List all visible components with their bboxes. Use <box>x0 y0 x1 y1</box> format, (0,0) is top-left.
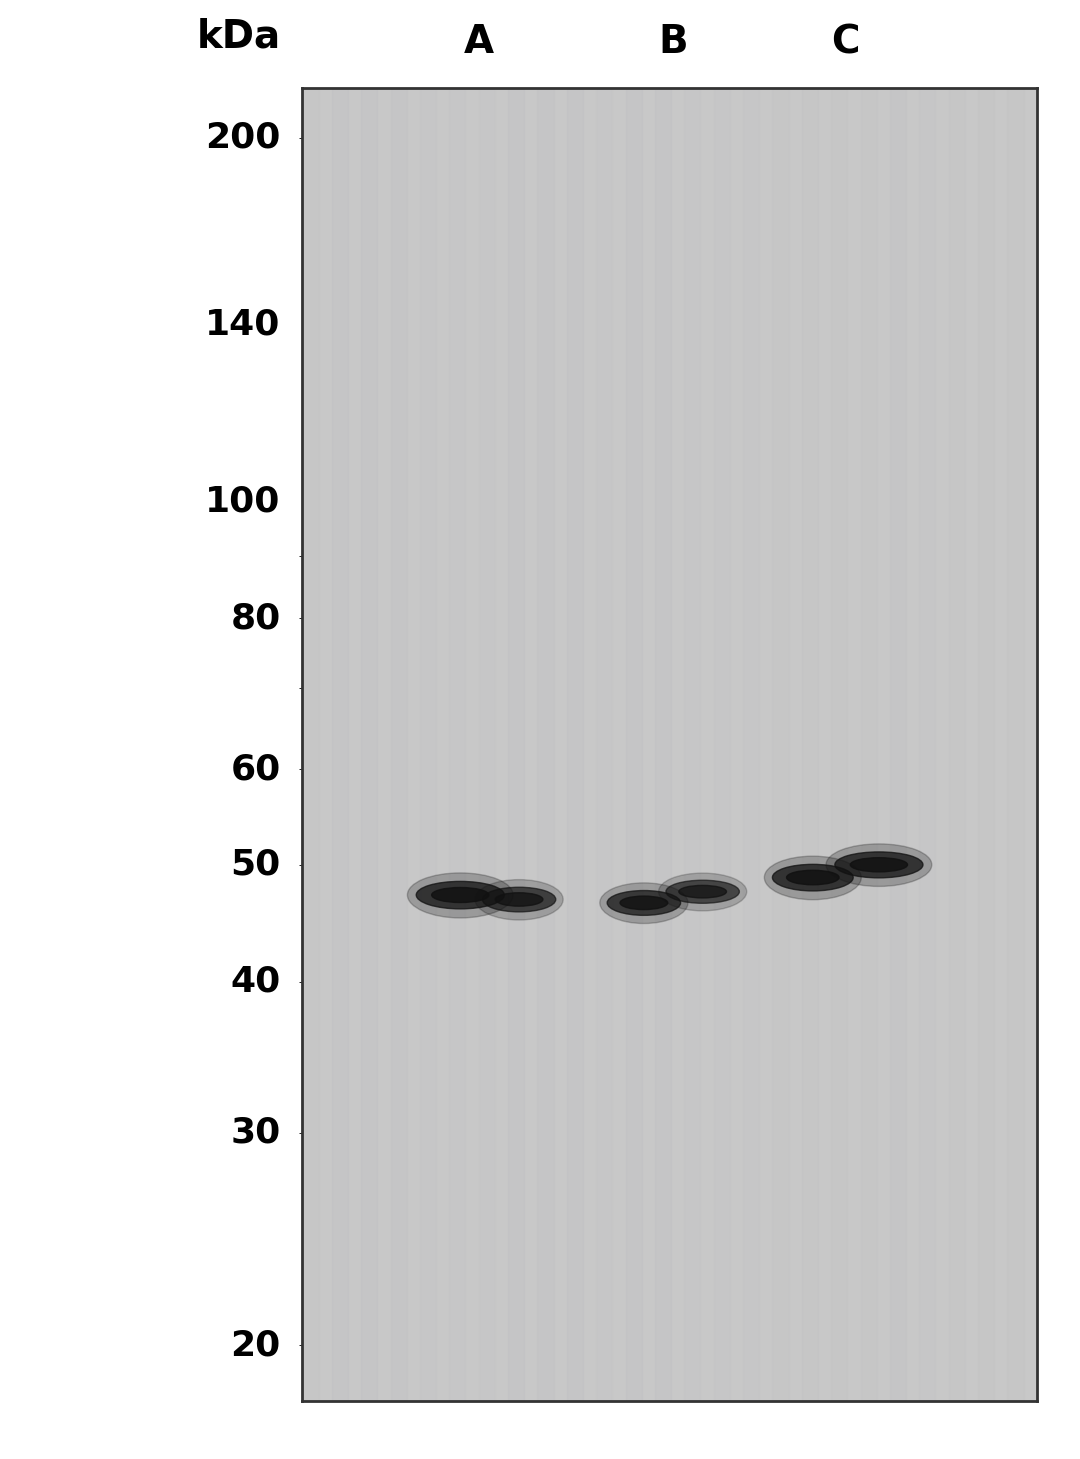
Ellipse shape <box>678 886 727 897</box>
Bar <box>714 88 730 1401</box>
Ellipse shape <box>620 896 667 909</box>
Ellipse shape <box>416 881 504 909</box>
Bar <box>449 88 465 1401</box>
Ellipse shape <box>850 858 907 872</box>
Ellipse shape <box>475 880 563 921</box>
Ellipse shape <box>432 887 489 903</box>
Ellipse shape <box>407 872 513 918</box>
Ellipse shape <box>599 883 688 924</box>
Text: B: B <box>659 23 688 61</box>
Ellipse shape <box>495 893 543 906</box>
Bar <box>567 88 583 1401</box>
Bar <box>772 88 788 1401</box>
Text: 50: 50 <box>230 848 281 881</box>
Bar <box>654 88 671 1401</box>
Bar <box>948 88 964 1401</box>
Text: kDa: kDa <box>197 18 281 55</box>
Ellipse shape <box>786 870 839 884</box>
Ellipse shape <box>826 843 932 887</box>
Text: 140: 140 <box>205 308 281 341</box>
Bar <box>919 88 935 1401</box>
Bar <box>302 88 319 1401</box>
Ellipse shape <box>607 890 680 915</box>
Ellipse shape <box>765 856 861 900</box>
Bar <box>508 88 524 1401</box>
Text: 20: 20 <box>230 1328 281 1363</box>
Bar <box>832 88 848 1401</box>
Bar <box>596 88 612 1401</box>
Bar <box>743 88 759 1401</box>
Text: 60: 60 <box>230 751 281 786</box>
Ellipse shape <box>666 880 740 903</box>
Bar <box>978 88 995 1401</box>
Ellipse shape <box>659 872 746 910</box>
Bar <box>890 88 906 1401</box>
Text: A: A <box>463 23 494 61</box>
Bar <box>391 88 407 1401</box>
Bar <box>685 88 701 1401</box>
Text: 200: 200 <box>205 121 281 155</box>
Bar <box>478 88 495 1401</box>
Bar <box>361 88 377 1401</box>
Text: 40: 40 <box>230 964 281 999</box>
Bar <box>801 88 818 1401</box>
Bar <box>861 88 877 1401</box>
Text: C: C <box>832 23 860 61</box>
Bar <box>538 88 554 1401</box>
Ellipse shape <box>835 852 923 878</box>
Bar <box>625 88 642 1401</box>
Text: 30: 30 <box>230 1116 281 1150</box>
Bar <box>420 88 436 1401</box>
Ellipse shape <box>772 864 853 891</box>
Bar <box>332 88 348 1401</box>
Bar <box>1008 88 1024 1401</box>
Ellipse shape <box>483 887 556 912</box>
Text: 80: 80 <box>230 601 281 635</box>
Text: 100: 100 <box>205 484 281 518</box>
